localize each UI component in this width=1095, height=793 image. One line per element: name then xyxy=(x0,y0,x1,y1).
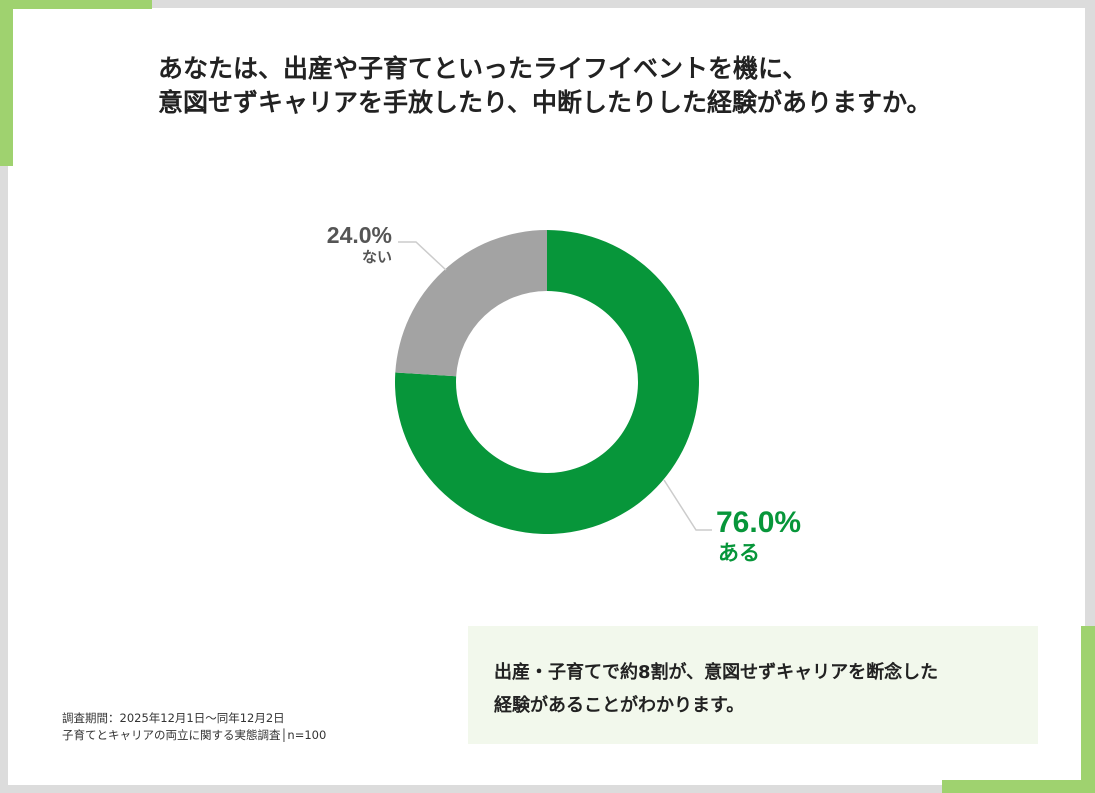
slice-value-label-no: 24.0% xyxy=(327,222,392,248)
question-title-line-2: 意図せずキャリアを手放したり、中断したりした経験がありますか。 xyxy=(158,88,932,117)
slice-category-label-yes: ある xyxy=(718,541,760,565)
slice-value-label-yes: 76.0% xyxy=(716,506,801,539)
donut-slice-yes xyxy=(394,230,699,534)
summary-box: 出産・子育てで約8割が、意図せずキャリアを断念した 経験があることがわかります。 xyxy=(468,626,1038,744)
survey-name: 子育てとキャリアの両立に関する実態調査│n=100 xyxy=(62,728,327,742)
question-title-line-1: あなたは、出産や子育てといったライフイベントを機に、 xyxy=(158,54,808,83)
question-title: あなたは、出産や子育てといったライフイベントを機に、 意図せずキャリアを手放した… xyxy=(158,52,1058,120)
accent-bar-right xyxy=(1081,626,1095,793)
summary-line-2: 経験があることがわかります。 xyxy=(494,695,745,716)
summary-line-1: 出産・子育てで約8割が、意図せずキャリアを断念した xyxy=(494,662,939,683)
leader-line-yes xyxy=(663,479,712,531)
donut-slice-no xyxy=(395,230,547,377)
leader-line-no xyxy=(398,241,447,271)
slice-category-label-no: ない xyxy=(362,248,392,266)
survey-note: 調査期間：2025年12月1日～同年12月2日 子育てとキャリアの両立に関する実… xyxy=(62,710,326,744)
accent-bar-left xyxy=(0,0,13,166)
accent-bar-top-left xyxy=(0,0,152,9)
survey-period: 調査期間：2025年12月1日～同年12月2日 xyxy=(62,711,285,725)
accent-bar-bottom-right xyxy=(942,780,1095,793)
